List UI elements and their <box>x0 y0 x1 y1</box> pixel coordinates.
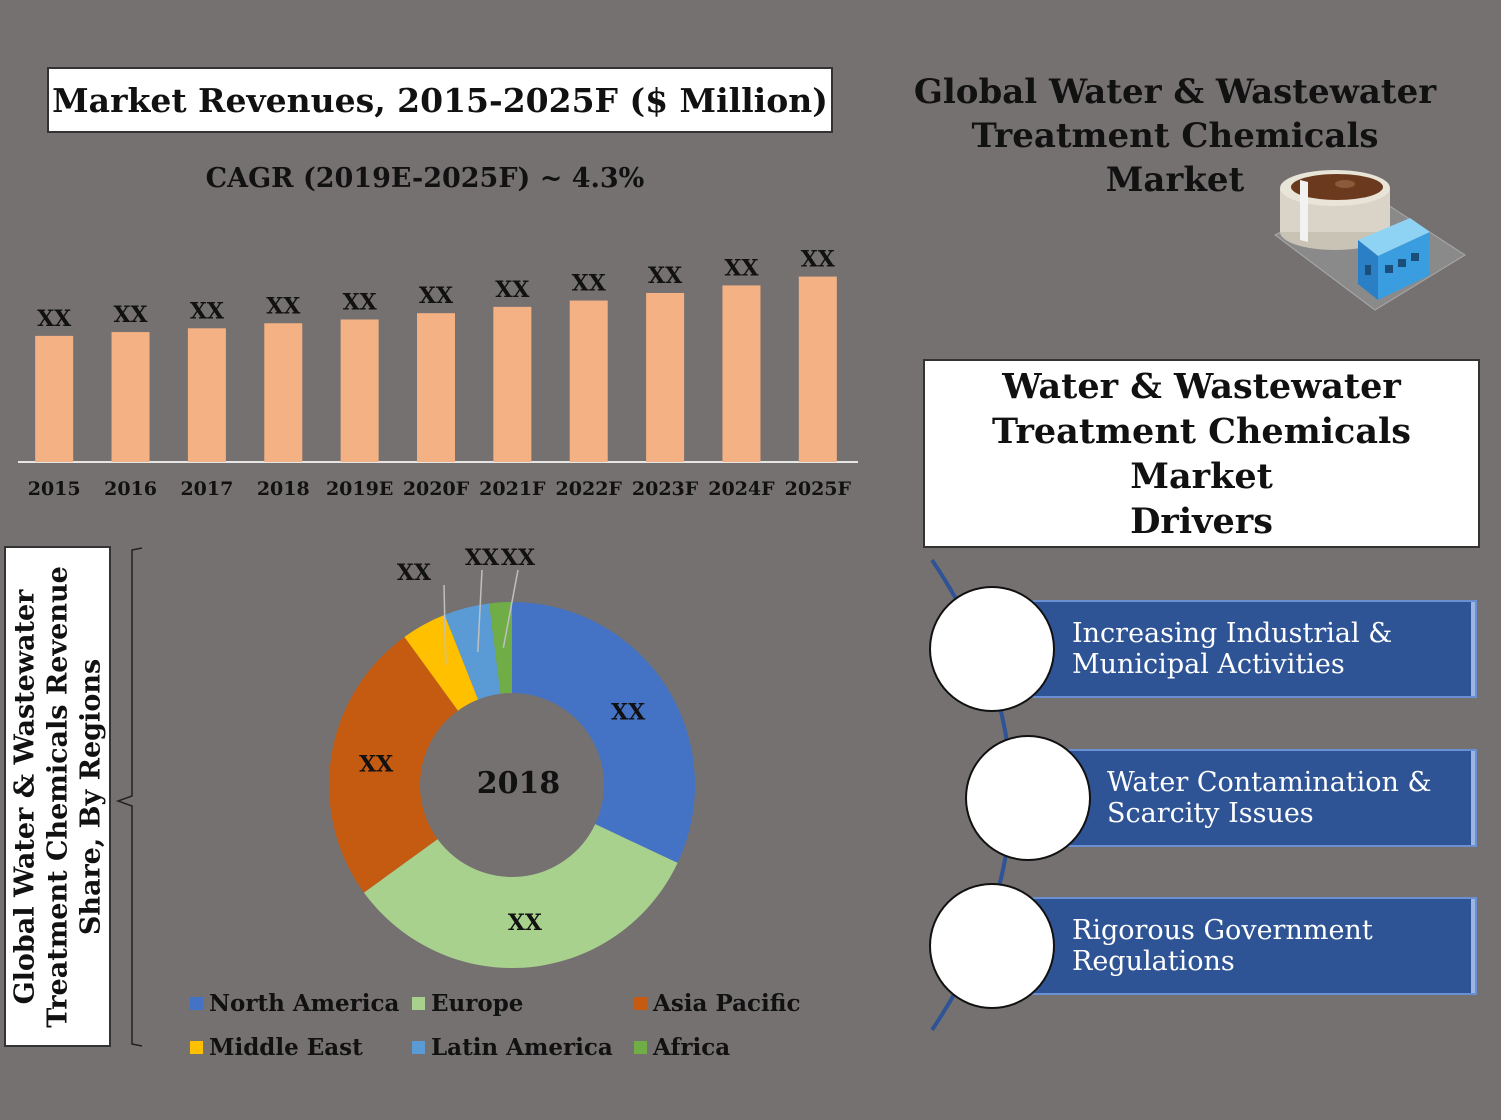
legend-label: Europe <box>431 990 524 1017</box>
x-tick-label: 2023F <box>632 478 699 500</box>
slice-value-label: XX <box>465 545 500 571</box>
x-tick-label: 2018 <box>257 478 310 500</box>
bar-2020F <box>417 313 455 462</box>
drivers-title-line1: Water & Wastewater <box>1002 365 1401 407</box>
main-title-line1: Global Water & Wastewater <box>913 72 1437 112</box>
bar-value-label: XX <box>495 277 530 303</box>
slice-north-america <box>512 602 695 863</box>
driver-2-line1: Water Contamination & <box>1107 767 1432 798</box>
bar-2019E <box>340 319 379 462</box>
legend-item-north-america: North America <box>190 990 399 1017</box>
driver-2-line2: Scarcity Issues <box>1107 798 1314 829</box>
slice-value-label: XX <box>501 545 536 571</box>
legend-label: North America <box>209 990 400 1017</box>
slice-latin-america <box>444 603 501 700</box>
slice-value-label: XX <box>508 910 543 936</box>
legend-swatch <box>190 1041 203 1054</box>
brace-divider <box>115 547 143 1047</box>
x-tick-label: 2016 <box>104 478 157 500</box>
bar-2016 <box>111 332 150 462</box>
legend-swatch <box>634 1041 647 1054</box>
bar-value-label: XX <box>724 255 759 281</box>
driver-1-line1: Increasing Industrial & <box>1072 618 1393 649</box>
legend-swatch <box>190 997 203 1010</box>
bar-2023F <box>646 292 685 462</box>
bar-2022F <box>569 300 608 462</box>
legend-swatch <box>412 997 425 1010</box>
bar-value-label: XX <box>572 271 607 297</box>
legend-item-asia-pacific: Asia Pacific <box>634 990 801 1017</box>
legend-label: Latin America <box>431 1034 613 1061</box>
driver-3-line2: Regulations <box>1072 946 1235 977</box>
leader-line <box>443 584 447 665</box>
water-treatment-plant-icon <box>1274 170 1466 311</box>
legend-item-europe: Europe <box>412 990 523 1017</box>
share-vertical-title-box: Global Water & Wastewater Treatment Chem… <box>4 546 111 1047</box>
bar-2015 <box>35 335 74 462</box>
donut-center-year: 2018 <box>456 760 581 806</box>
bar-value-label: XX <box>419 283 454 309</box>
bar-2025F <box>798 276 837 462</box>
leader-line <box>477 569 483 652</box>
share-title-line2: Treatment Chemicals Revenue <box>42 565 73 1028</box>
bar-value-label: XX <box>648 263 683 289</box>
x-tick-label: 2024F <box>708 478 775 500</box>
driver-2-circle <box>965 735 1091 861</box>
drivers-title-line3: Drivers <box>1130 500 1273 542</box>
driver-item-1: Increasing Industrial & Municipal Activi… <box>1020 600 1477 698</box>
revenue-bar-chart: XX 2015 XX 2016 XX 2017 XX 2018 XX 2019E XX 2020F XX… <box>18 247 858 500</box>
x-tick-label: 2021F <box>479 478 546 500</box>
slice-value-label: XX <box>611 699 646 725</box>
cagr-label: CAGR (2019E-2025F) ~ 4.3% <box>205 163 645 194</box>
bar-value-label: XX <box>190 298 225 324</box>
x-tick-label: 2017 <box>180 478 233 500</box>
legend-item-latin-america: Latin America <box>412 1034 613 1061</box>
legend-swatch <box>412 1041 425 1054</box>
share-title-line3: Share, By Regions <box>75 658 106 935</box>
bar-value-label: XX <box>343 289 378 315</box>
drivers-title-line2: Treatment Chemicals Market <box>991 410 1412 497</box>
bar-2017 <box>187 328 226 462</box>
main-title: Global Water & Wastewater Treatment Chem… <box>905 70 1445 202</box>
bar-value-label: XX <box>801 247 836 273</box>
legend-item-middle-east: Middle East <box>190 1034 363 1061</box>
x-tick-label: 2020F <box>403 478 470 500</box>
bar-value-label: XX <box>37 306 72 332</box>
x-tick-label: 2025F <box>785 478 852 500</box>
driver-3-circle <box>929 883 1055 1009</box>
bar-value-label: XX <box>113 302 148 328</box>
leader-line <box>502 569 519 648</box>
slice-europe <box>363 824 678 968</box>
legend-swatch <box>634 997 647 1010</box>
legend-item-africa: Africa <box>634 1034 730 1061</box>
driver-item-2: Water Contamination & Scarcity Issues <box>1055 749 1477 847</box>
bar-2021F <box>493 306 532 462</box>
slice-middle-east <box>404 614 479 711</box>
share-title-line1: Global Water & Wastewater <box>9 589 40 1004</box>
legend-label: Africa <box>653 1034 731 1061</box>
driver-3-line1: Rigorous Government <box>1072 915 1373 946</box>
driver-1-circle <box>929 586 1055 712</box>
slice-africa <box>489 602 512 694</box>
share-vertical-title: Global Water & Wastewater Treatment Chem… <box>8 557 107 1037</box>
x-tick-label: 2022F <box>556 478 623 500</box>
driver-1-line2: Municipal Activities <box>1072 649 1345 680</box>
bar-value-label: XX <box>266 293 301 319</box>
legend-label: Middle East <box>209 1034 363 1061</box>
drivers-title-box: Water & Wastewater Treatment Chemicals M… <box>923 359 1480 548</box>
slice-value-label: XX <box>359 751 394 777</box>
bar-2018 <box>264 323 303 462</box>
revenue-chart-title: Market Revenues, 2015-2025F ($ Million) <box>47 67 833 133</box>
bar-2024F <box>722 285 761 462</box>
slice-asia-pacific <box>329 636 458 893</box>
legend-label: Asia Pacific <box>653 990 801 1017</box>
x-tick-label: 2015 <box>28 478 81 500</box>
main-title-line2: Treatment Chemicals Market <box>971 116 1379 200</box>
driver-item-3: Rigorous Government Regulations <box>1020 897 1477 995</box>
slice-value-label: XX <box>397 560 432 586</box>
x-tick-label: 2019E <box>326 478 393 500</box>
